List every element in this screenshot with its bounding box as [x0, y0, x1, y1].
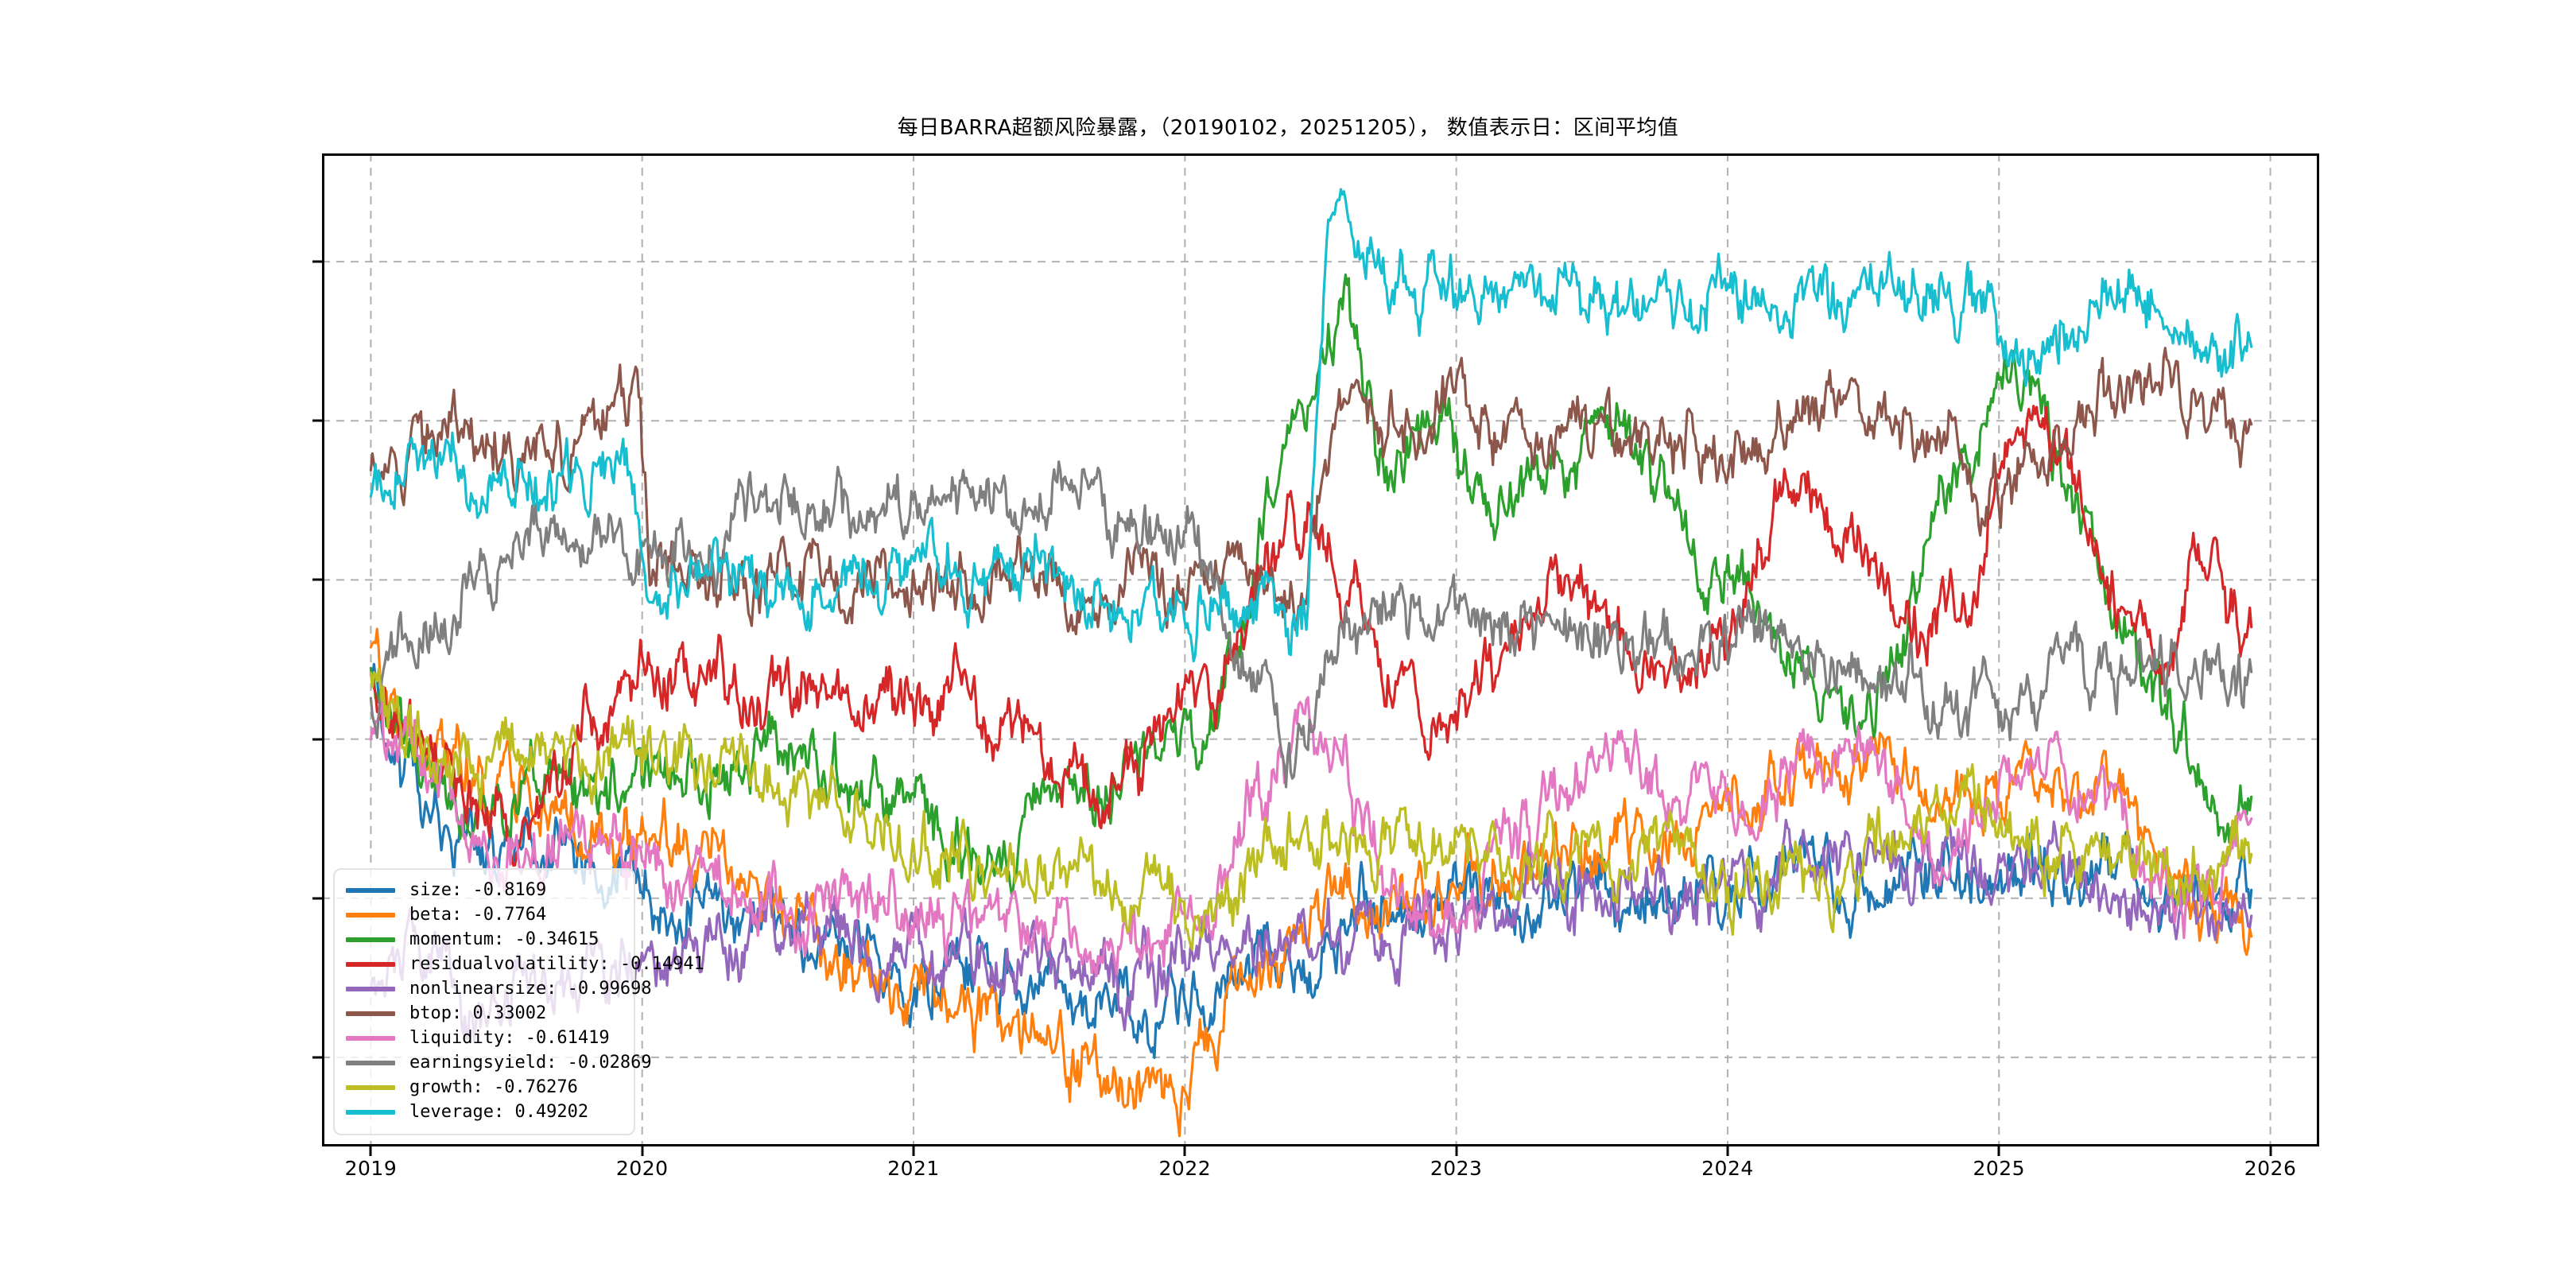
legend-color-swatch [346, 1060, 395, 1065]
plot-canvas [322, 153, 2319, 1146]
x-tick-mark [1455, 1146, 1458, 1156]
legend-item-growth[interactable]: growth: -0.76276 [346, 1075, 623, 1100]
legend-color-swatch [346, 986, 395, 991]
x-tick-label: 2020 [615, 1157, 669, 1180]
plot-frame [322, 153, 2319, 1146]
x-tick-label: 2023 [1430, 1157, 1483, 1180]
legend-item-beta[interactable]: beta: -0.7764 [346, 902, 623, 927]
plot-area [322, 153, 2319, 1146]
legend-label: beta: -0.7764 [409, 904, 547, 925]
x-tick-mark [641, 1146, 644, 1156]
legend-item-size[interactable]: size: -0.8169 [346, 878, 623, 902]
legend-item-btop[interactable]: btop: 0.33002 [346, 1001, 623, 1026]
x-tick-mark [1997, 1146, 2000, 1156]
legend-item-residualvolatility[interactable]: residualvolatility: -0.14941 [346, 952, 704, 976]
legend-label: size: -0.8169 [409, 879, 547, 900]
x-tick-mark [1726, 1146, 1729, 1156]
series-line-size [369, 662, 2253, 1060]
y-tick-mark [312, 1056, 322, 1059]
x-tick-label: 2021 [887, 1157, 940, 1180]
x-tick-mark [1183, 1146, 1186, 1156]
series-line-nonlinearsize [369, 818, 2253, 1043]
legend-color-swatch [346, 1035, 395, 1041]
chart-legend[interactable]: size: -0.8169 beta: -0.7764 momentum: -0.3… [333, 868, 704, 1135]
legend-item-nonlinearsize[interactable]: nonlinearsize: -0.99698 [346, 976, 652, 1001]
legend-item-leverage[interactable]: leverage: 0.49202 [346, 1100, 623, 1124]
x-tick-label: 2025 [1973, 1157, 2026, 1180]
legend-color-swatch [346, 912, 395, 918]
series-line-earningsyield [369, 460, 2253, 789]
legend-label: momentum: -0.34615 [409, 929, 599, 949]
legend-item-momentum[interactable]: momentum: -0.34615 [346, 927, 623, 952]
legend-label: leverage: 0.49202 [409, 1101, 589, 1122]
series-line-leverage [369, 188, 2253, 663]
x-tick-mark [369, 1146, 372, 1156]
legend-item-liquidity[interactable]: liquidity: -0.61419 [346, 1026, 623, 1050]
legend-label: liquidity: -0.61419 [409, 1027, 610, 1048]
y-tick-mark [312, 897, 322, 900]
x-tick-label: 2024 [1701, 1157, 1754, 1180]
x-tick-mark [2269, 1146, 2272, 1156]
x-tick-label: 2019 [344, 1157, 398, 1180]
legend-color-swatch [346, 1084, 395, 1090]
y-tick-mark [312, 578, 322, 581]
y-tick-mark [312, 260, 322, 263]
y-tick-mark [312, 419, 322, 422]
legend-label: residualvolatility: -0.14941 [409, 953, 704, 974]
series-line-momentum [369, 273, 2253, 897]
legend-color-swatch [346, 1011, 395, 1016]
legend-label: growth: -0.76276 [409, 1077, 578, 1097]
legend-color-swatch [346, 937, 395, 942]
legend-label: btop: 0.33002 [409, 1003, 547, 1023]
legend-label: nonlinearsize: -0.99698 [409, 978, 652, 999]
x-tick-label: 2026 [2244, 1157, 2297, 1180]
series-line-growth [369, 667, 2253, 951]
legend-color-swatch [346, 1109, 395, 1115]
legend-color-swatch [346, 887, 395, 893]
legend-item-earningsyield[interactable]: earningsyield: -0.02869 [346, 1050, 652, 1075]
legend-label: earningsyield: -0.02869 [409, 1052, 652, 1073]
chart-title: 每日BARRA超额风险暴露，（20190102，20251205）， 数值表示日… [897, 116, 1679, 140]
x-tick-label: 2022 [1158, 1157, 1212, 1180]
y-tick-mark [312, 738, 322, 741]
x-tick-mark [912, 1146, 915, 1156]
legend-color-swatch [346, 961, 395, 967]
